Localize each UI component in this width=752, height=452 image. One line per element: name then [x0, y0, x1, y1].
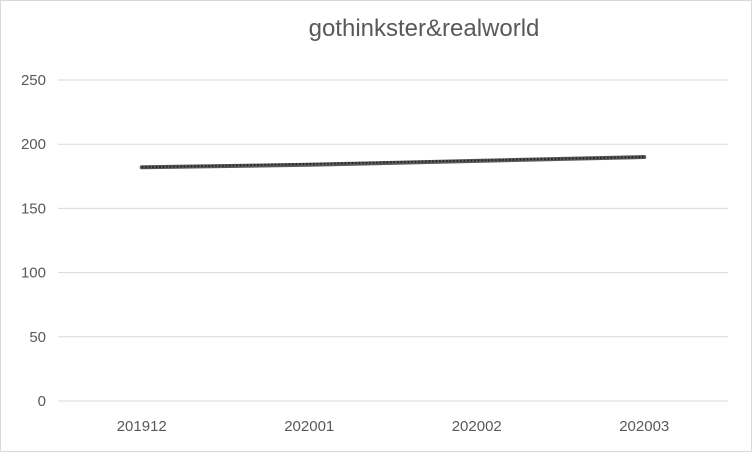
y-tick-label: 100: [21, 265, 46, 282]
x-tick-label: 202001: [284, 418, 334, 435]
x-tick-label: 202002: [452, 418, 502, 435]
x-axis-tick-labels: 201912 202001 202002 202003: [117, 418, 670, 435]
chart-title: gothinkster&realworld: [308, 15, 540, 42]
series-layer: [139, 155, 647, 170]
x-tick-label: 201912: [117, 418, 167, 435]
y-tick-label: 0: [38, 393, 46, 410]
y-tick-label: 200: [21, 136, 46, 153]
series-line: [139, 155, 647, 170]
x-tick-label: 202003: [619, 418, 669, 435]
y-tick-label: 250: [21, 72, 46, 89]
y-tick-label: 150: [21, 200, 46, 217]
y-tick-label: 50: [29, 329, 46, 346]
y-axis-tick-labels: 0 50 100 150 200 250: [21, 72, 46, 410]
gridlines: [58, 79, 728, 402]
